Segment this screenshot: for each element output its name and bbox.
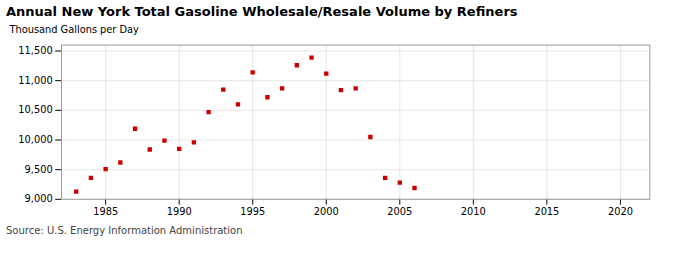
svg-text:11,500: 11,500 [18,45,52,56]
svg-text:1995: 1995 [240,206,265,217]
svg-text:10,000: 10,000 [18,134,52,145]
svg-text:Thousand Gallons per Day: Thousand Gallons per Day [8,24,139,35]
svg-text:9,000: 9,000 [25,193,53,204]
svg-text:9,500: 9,500 [25,164,53,175]
html-text:Annual New York Total Gasoline: Annual New York Total Gasoline Wholesale… [6,4,518,19]
svg-text:10,500: 10,500 [18,104,52,115]
svg-text:2010: 2010 [461,206,486,217]
svg-text:2005: 2005 [387,206,412,217]
svg-text:2000: 2000 [314,206,339,217]
svg-text:1990: 1990 [167,206,192,217]
html-text:Source: U.S. Energy Informatio: Source: U.S. Energy Information Administ… [6,225,243,237]
svg-text:2020: 2020 [608,206,633,217]
svg-text:2015: 2015 [534,206,559,217]
svg-text:1985: 1985 [93,206,118,217]
svg-text:11,000: 11,000 [18,75,52,86]
